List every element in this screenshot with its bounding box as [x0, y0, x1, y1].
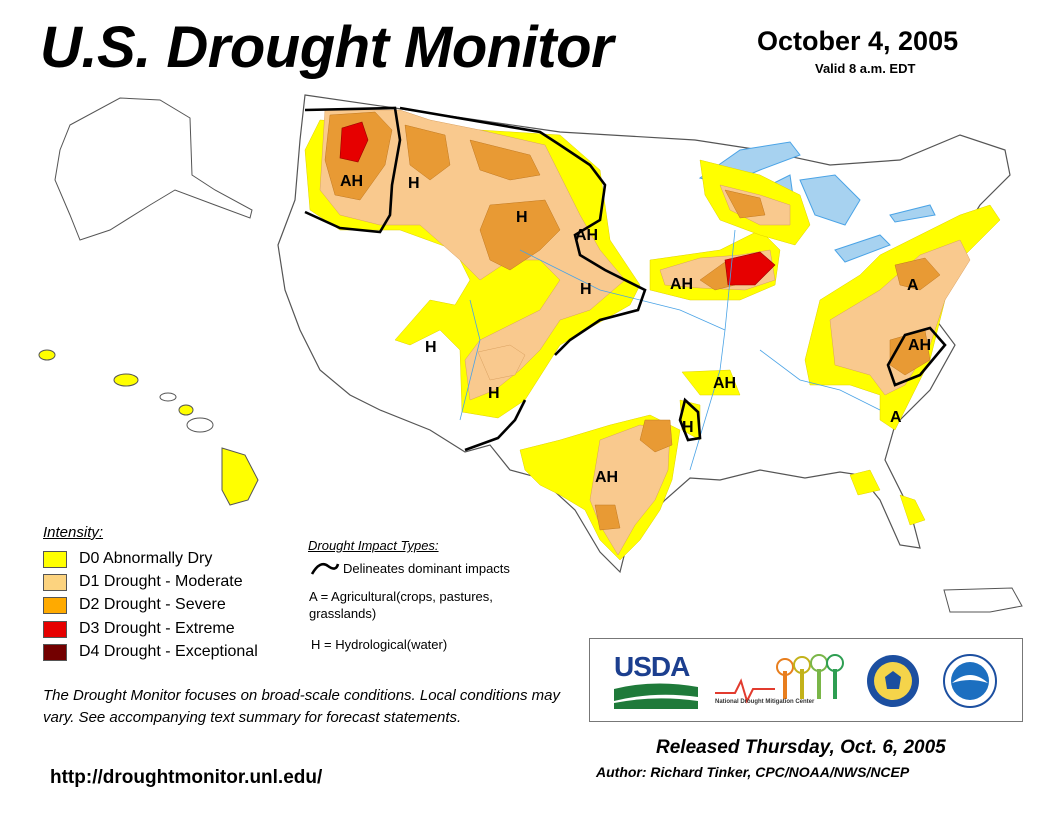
legend-d0: D0 Abnormally Dry	[43, 550, 212, 568]
commerce-seal-icon	[867, 655, 919, 707]
impact-label: A	[890, 409, 902, 426]
impact-label: AH	[595, 469, 618, 486]
legend-swatch-d0	[43, 550, 67, 568]
legend-swatch-d1	[43, 573, 67, 591]
legend-label: D2 Drought - Severe	[79, 596, 226, 613]
impact-labels: AH H H AH H AH A AH H H AH A H AH	[340, 173, 931, 486]
impact-label: H	[408, 175, 420, 192]
impact-label: AH	[908, 337, 931, 354]
impact-hydrological: H = Hydrological(water)	[311, 637, 448, 652]
legend-d4: D4 Drought - Exceptional	[43, 643, 258, 661]
impact-label: AH	[713, 375, 736, 392]
impact-agricultural: A = Agricultural(crops, pastures, grassl…	[309, 589, 493, 621]
impact-boundaries	[304, 106, 947, 452]
legend-swatch-d3	[43, 620, 67, 638]
map-title: U.S. Drought Monitor	[40, 15, 614, 80]
puerto-rico	[943, 587, 1023, 613]
usda-logo	[614, 683, 698, 709]
legend-d2: D2 Drought - Severe	[43, 596, 226, 614]
usda-text: USDA	[614, 651, 690, 682]
website-url[interactable]: http://droughtmonitor.unl.edu/	[50, 767, 323, 788]
legend-swatch-d2	[43, 596, 67, 614]
legend-label: D1 Drought - Moderate	[79, 573, 243, 590]
release-date: Released Thursday, Oct. 6, 2005	[656, 737, 946, 758]
hawaii	[38, 349, 259, 506]
impact-label: AH	[670, 276, 693, 293]
impact-label: H	[488, 385, 500, 402]
legend-title: Intensity:	[43, 524, 104, 541]
impact-label: H	[516, 209, 528, 226]
legend-swatch-d4	[43, 643, 67, 661]
ndmc-text: National Drought Mitigation Center	[715, 699, 815, 705]
impact-line-text: Delineates dominant impacts	[343, 561, 510, 576]
impact-label: H	[580, 281, 592, 298]
impact-label: A	[907, 277, 919, 294]
legend-label: D4 Drought - Exceptional	[79, 643, 258, 660]
rivers	[459, 229, 881, 471]
legend-label: D3 Drought - Extreme	[79, 620, 235, 637]
impact-label: H	[682, 419, 694, 436]
impact-label: H	[425, 339, 437, 356]
impact-types-title: Drought Impact Types:	[308, 538, 439, 553]
map-date: October 4, 2005	[757, 26, 959, 56]
partner-logos: USDA National Drought Mitigation Center	[589, 638, 1023, 722]
legend-label: D0 Abnormally Dry	[79, 550, 213, 567]
legend-d3: D3 Drought - Extreme	[43, 620, 235, 638]
valid-time: Valid 8 a.m. EDT	[815, 61, 916, 76]
noaa-seal-icon	[943, 654, 997, 708]
impact-label: AH	[575, 227, 598, 244]
legend-d1: D1 Drought - Moderate	[43, 573, 243, 591]
impact-label: AH	[340, 173, 363, 190]
disclaimer-note: The Drought Monitor focuses on broad-sca…	[43, 687, 560, 726]
ndmc-logo	[715, 654, 844, 704]
author-credit: Author: Richard Tinker, CPC/NOAA/NWS/NCE…	[596, 764, 910, 780]
alaska-outline	[54, 97, 253, 241]
d3-areas	[339, 121, 776, 286]
impact-line-icon	[310, 562, 340, 575]
